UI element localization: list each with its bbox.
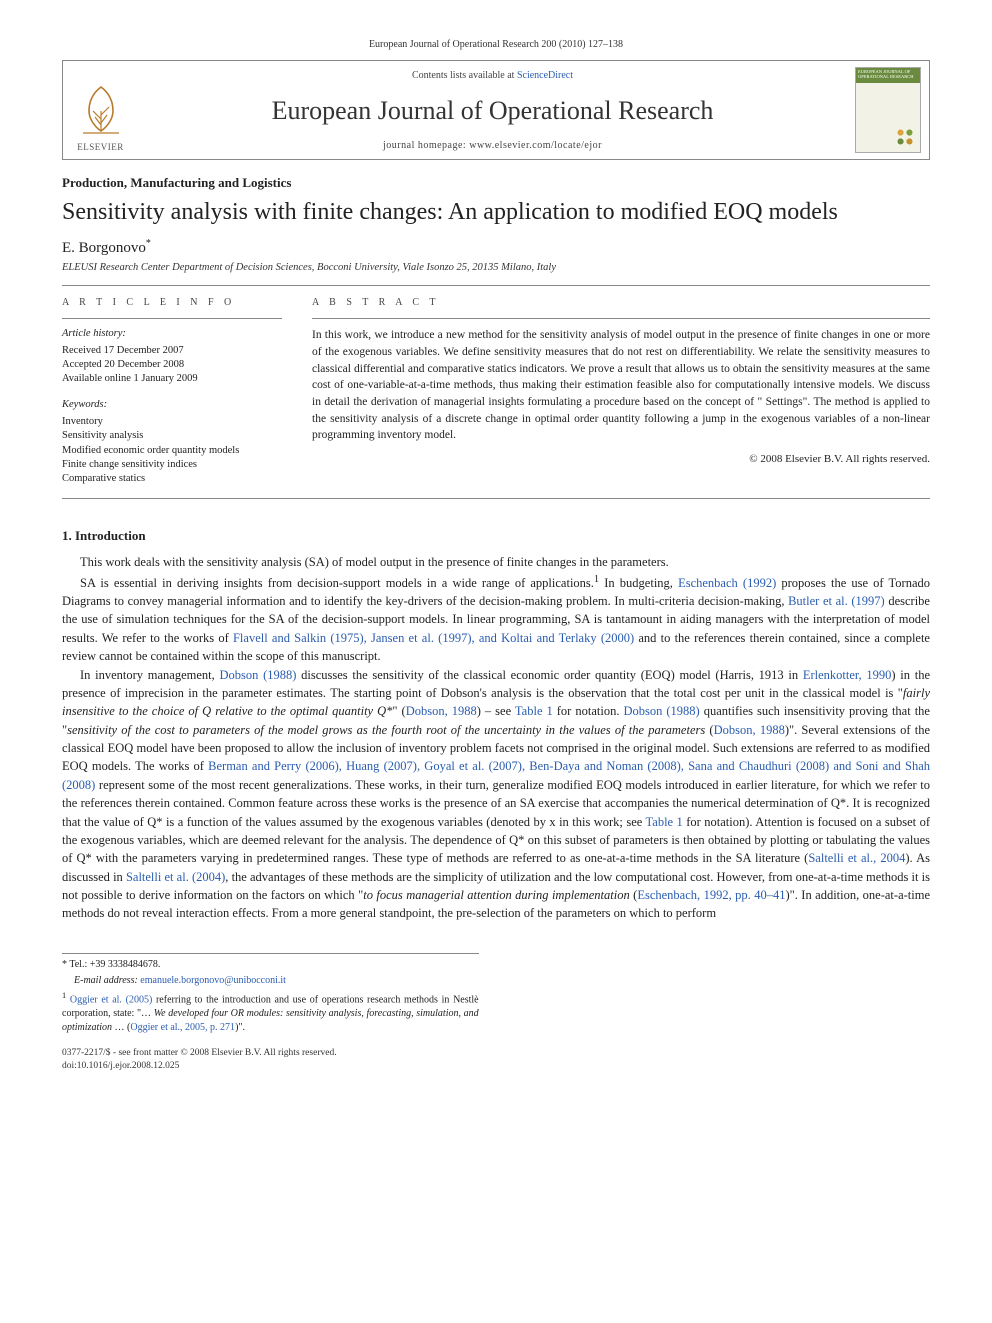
sciencedirect-link[interactable]: ScienceDirect: [517, 70, 573, 81]
p2-a: SA is essential in deriving insights fro…: [80, 576, 594, 590]
ref-dobson-1988-3[interactable]: Dobson (1988): [623, 704, 699, 718]
tel-label: * Tel.:: [62, 959, 90, 970]
p3-e: ) – see: [477, 704, 515, 718]
imprint-block: 0377-2217/$ - see front matter © 2008 El…: [62, 1047, 930, 1073]
intro-p3: In inventory management, Dobson (1988) d…: [62, 666, 930, 923]
history-head: Article history:: [62, 327, 282, 342]
article-info-head: A R T I C L E I N F O: [62, 296, 282, 310]
intro-p1: This work deals with the sensitivity ana…: [62, 553, 930, 571]
cover-block: EUROPEAN JOURNAL OF OPERATIONAL RESEARCH: [847, 61, 929, 159]
p2-b: In budgeting,: [599, 576, 678, 590]
ref-table-1-a[interactable]: Table 1: [515, 704, 553, 718]
journal-cover-thumb: EUROPEAN JOURNAL OF OPERATIONAL RESEARCH: [855, 67, 921, 153]
footnote-1: 1 Oggier et al. (2005) referring to the …: [62, 990, 479, 1035]
author-line: E. Borgonovo*: [62, 237, 930, 259]
keyword: Finite change sensitivity indices: [62, 458, 282, 472]
ref-dobson-1988-1[interactable]: Dobson (1988): [219, 668, 296, 682]
p3-h: (: [705, 723, 713, 737]
ref-table-1-b[interactable]: Table 1: [646, 815, 683, 829]
abstract-head: A B S T R A C T: [312, 296, 930, 310]
ref-saltelli-2004-b[interactable]: Saltelli et al. (2004): [126, 870, 225, 884]
article-title: Sensitivity analysis with finite changes…: [62, 197, 930, 227]
homepage-url: www.elsevier.com/locate/ejor: [469, 140, 602, 151]
cover-title: EUROPEAN JOURNAL OF OPERATIONAL RESEARCH: [856, 68, 920, 82]
ref-saltelli-2004-a[interactable]: Saltelli et al., 2004: [808, 851, 905, 865]
ref-oggier-2005[interactable]: Oggier et al. (2005): [70, 994, 152, 1005]
ref-oggier-2005-p[interactable]: Oggier et al., 2005, p. 271: [130, 1022, 235, 1033]
article-info-col: A R T I C L E I N F O Article history: R…: [62, 296, 282, 486]
meta-row: A R T I C L E I N F O Article history: R…: [62, 286, 930, 498]
ref-dobson-1988-2[interactable]: Dobson, 1988: [406, 704, 477, 718]
running-header: European Journal of Operational Research…: [62, 38, 930, 52]
affiliation: ELEUSI Research Center Department of Dec…: [62, 261, 930, 276]
keywords-head: Keywords:: [62, 398, 282, 413]
ref-flavell-jansen-koltai[interactable]: Flavell and Salkin (1975), Jansen et al.…: [233, 631, 634, 645]
keyword: Comparative statics: [62, 472, 282, 486]
corresp-email[interactable]: emanuele.borgonovo@unibocconi.it: [140, 975, 286, 986]
history-line: Accepted 20 December 2008: [62, 358, 282, 372]
ref-erlenkotter-1990[interactable]: Erlenkotter, 1990: [803, 668, 892, 682]
p3-b: discusses the sensitivity of the classic…: [296, 668, 802, 682]
journal-name: European Journal of Operational Research: [144, 93, 841, 129]
ref-eschenbach-1992-pp[interactable]: Eschenbach, 1992, pp. 40–41: [637, 888, 785, 902]
section-1-head: 1. Introduction: [62, 527, 930, 545]
contents-line: Contents lists available at ScienceDirec…: [144, 69, 841, 83]
corresp-tel: * Tel.: +39 3338484678.: [62, 958, 479, 972]
p3-quote2: sensitivity of the cost to parameters of…: [67, 723, 705, 737]
rule-info: [62, 318, 282, 319]
keyword: Modified economic order quantity models: [62, 444, 282, 458]
email-label: E-mail address:: [74, 975, 140, 986]
journal-banner: ELSEVIER Contents lists available at Sci…: [62, 60, 930, 160]
p3-quote3: to focus managerial attention during imp…: [363, 888, 629, 902]
corresp-email-line: E-mail address: emanuele.borgonovo@unibo…: [62, 974, 479, 988]
homepage-prefix: journal homepage:: [383, 140, 469, 151]
history-line: Received 17 December 2007: [62, 344, 282, 358]
abstract-copyright: © 2008 Elsevier B.V. All rights reserved…: [312, 452, 930, 467]
p3-d: " (: [392, 704, 405, 718]
ref-eschenbach-1992[interactable]: Eschenbach (1992): [678, 576, 776, 590]
fn1-c: … (: [112, 1022, 130, 1033]
intro-p2: SA is essential in deriving insights fro…: [62, 572, 930, 666]
history-line: Available online 1 January 2009: [62, 372, 282, 386]
abstract-col: A B S T R A C T In this work, we introdu…: [312, 296, 930, 486]
author-name: E. Borgonovo: [62, 240, 146, 256]
contents-prefix: Contents lists available at: [412, 70, 517, 81]
corresp-marker: *: [146, 238, 151, 249]
footnotes-block: * Tel.: +39 3338484678. E-mail address: …: [62, 953, 479, 1035]
rule-abstract: [312, 318, 930, 319]
article-section-label: Production, Manufacturing and Logistics: [62, 174, 930, 192]
p3-f: for notation.: [553, 704, 624, 718]
elsevier-tree-icon: [73, 81, 129, 137]
publisher-block: ELSEVIER: [63, 61, 138, 159]
abstract-text: In this work, we introduce a new method …: [312, 327, 930, 444]
publisher-name: ELSEVIER: [77, 141, 124, 154]
tel-value: +39 3338484678.: [90, 959, 161, 970]
banner-center: Contents lists available at ScienceDirec…: [138, 61, 847, 159]
ref-dobson-1988-4[interactable]: Dobson, 1988: [714, 723, 785, 737]
rule-bottom: [62, 498, 930, 499]
fn1-d: )".: [235, 1022, 245, 1033]
keyword: Inventory: [62, 415, 282, 429]
p3-a: In inventory management,: [80, 668, 219, 682]
doi-line: doi:10.1016/j.ejor.2008.12.025: [62, 1060, 930, 1073]
imprint-line-1: 0377-2217/$ - see front matter © 2008 El…: [62, 1047, 930, 1060]
keyword: Sensitivity analysis: [62, 429, 282, 443]
homepage-line: journal homepage: www.elsevier.com/locat…: [144, 139, 841, 153]
ref-butler-1997[interactable]: Butler et al. (1997): [788, 594, 885, 608]
